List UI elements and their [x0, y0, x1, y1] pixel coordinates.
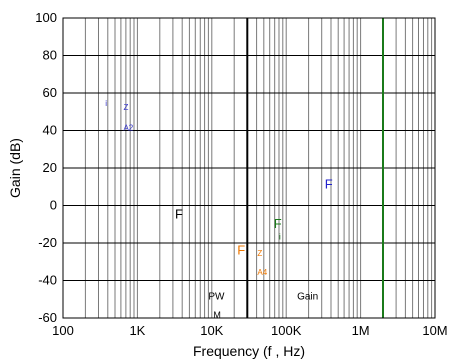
chart-annotation: F: [175, 207, 183, 222]
x-axis-title: Frequency (f , Hz): [193, 343, 305, 359]
y-tick-label: 40: [43, 123, 57, 138]
chart-annotation: i: [105, 99, 107, 108]
y-axis-title: Gain (dB): [7, 138, 23, 198]
chart-annotation: F: [325, 177, 333, 192]
x-tick-label: 100: [52, 323, 74, 338]
y-tick-labels: 100 80 60 40 20 0 -20 -40 -60: [35, 10, 57, 325]
x-tick-label: 1K: [129, 323, 145, 338]
plot-frame: [62, 17, 436, 319]
x-tick-label: 10K: [200, 323, 223, 338]
y-tick-label: 20: [43, 160, 57, 175]
chart-annotation: PW: [208, 291, 225, 302]
chart-annotation: A2: [123, 124, 133, 133]
y-tick-label: 0: [50, 198, 57, 213]
marker-layer: [246, 18, 384, 318]
chart-annotation: F: [237, 242, 245, 257]
chart-annotation: F: [274, 216, 282, 231]
y-tick-label: 80: [43, 48, 57, 63]
x-tick-label: 100K: [271, 323, 302, 338]
chart-annotation: Gain: [297, 291, 318, 302]
chart-annotation: Z: [257, 249, 262, 258]
chart-annotation: i: [279, 232, 281, 241]
x-tick-labels: 100 1K 10K 100K 1M 10M: [52, 323, 448, 338]
x-tick-label: 10M: [422, 323, 447, 338]
y-tick-label: -40: [38, 273, 57, 288]
chart-annotation: Z: [123, 103, 128, 112]
y-tick-label: -60: [38, 310, 57, 325]
grid-layer: [62, 17, 435, 319]
y-tick-label: 60: [43, 85, 57, 100]
y-tick-label: -20: [38, 235, 57, 250]
chart-annotation: M: [213, 310, 221, 320]
chart-annotation: A4: [257, 268, 267, 277]
y-tick-label: 100: [35, 10, 57, 25]
x-tick-label: 1M: [352, 323, 370, 338]
